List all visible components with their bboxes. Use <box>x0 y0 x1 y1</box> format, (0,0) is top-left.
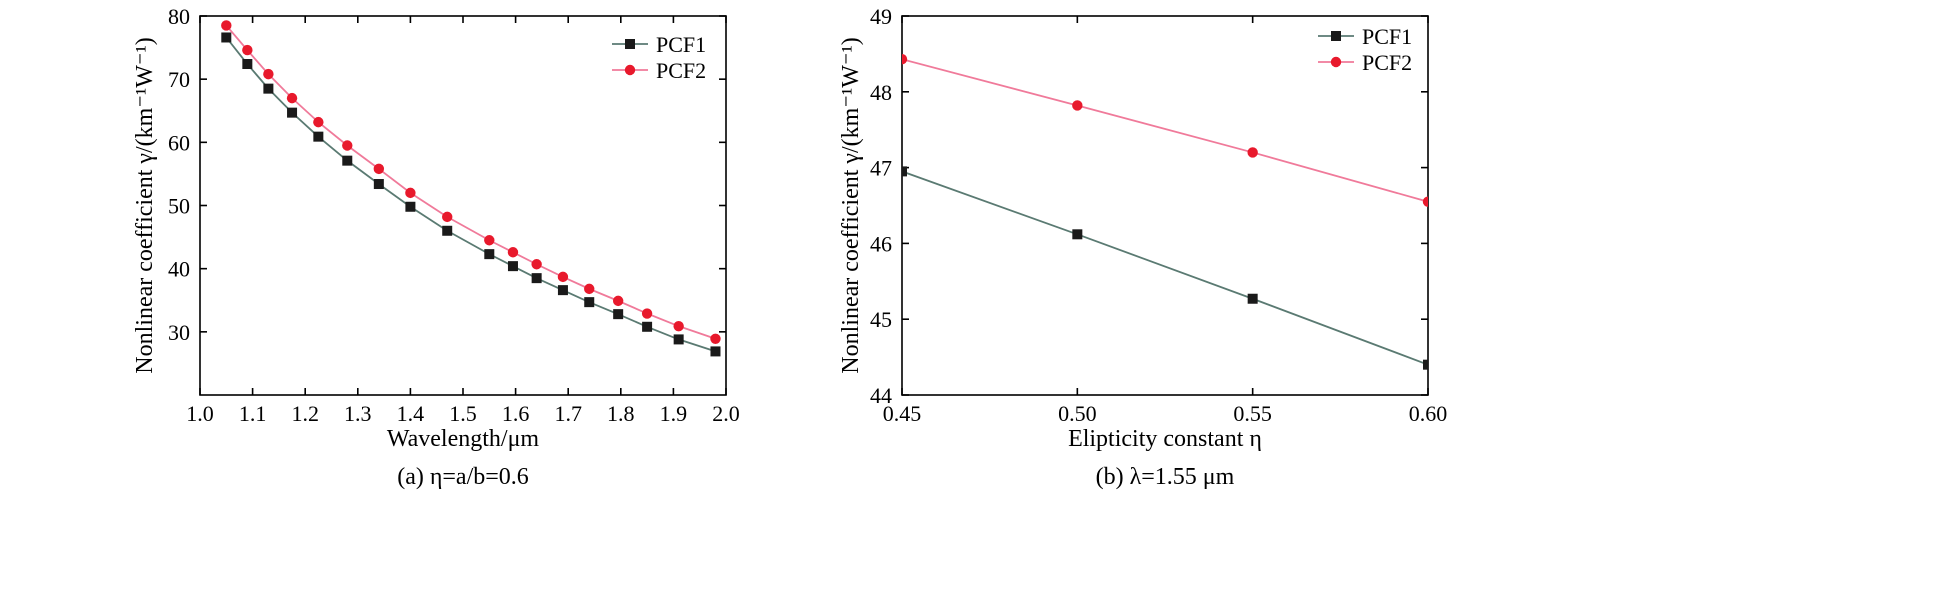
y-tick-label: 60 <box>168 130 190 155</box>
y-axis-title: Nonlinear coefficient γ/(km⁻¹W⁻¹) <box>132 37 158 373</box>
data-point-pcf2 <box>313 116 324 128</box>
data-point-pcf2 <box>584 283 595 295</box>
x-tick-label: 1.9 <box>660 401 688 426</box>
data-point-pcf2 <box>484 235 495 246</box>
x-axis-title: Elipticity constant η <box>1068 426 1262 452</box>
series-line-pcf2 <box>902 58 1428 203</box>
x-tick-label: 0.60 <box>1409 401 1448 426</box>
data-point-pcf1 <box>373 179 384 190</box>
panel-caption: (b) λ=1.55 μm <box>1096 464 1235 490</box>
data-point-pcf1 <box>710 346 721 357</box>
data-point-pcf2 <box>612 295 624 307</box>
y-tick-label: 46 <box>870 231 892 256</box>
plot-area <box>902 54 1428 370</box>
x-tick-label: 0.45 <box>883 401 922 426</box>
plot-frame <box>199 15 727 396</box>
x-tick-label: 1.3 <box>344 401 372 426</box>
data-point-pcf1 <box>531 273 542 284</box>
data-point-pcf2 <box>342 140 353 151</box>
y-tick-label: 48 <box>870 80 892 105</box>
data-point-pcf1 <box>242 59 253 70</box>
data-point-pcf1 <box>405 201 416 212</box>
legend-label: PCF1 <box>656 32 706 57</box>
data-point-pcf1 <box>221 32 232 43</box>
data-point-pcf2 <box>507 247 519 258</box>
data-point-pcf1 <box>484 249 495 260</box>
legend-marker <box>1331 31 1341 41</box>
data-point-pcf1 <box>507 261 518 272</box>
y-tick-label: 44 <box>870 383 892 408</box>
x-tick-label: 2.0 <box>712 401 740 426</box>
y-tick-label: 49 <box>870 4 892 29</box>
data-point-pcf1 <box>673 334 684 345</box>
data-point-pcf2 <box>373 163 385 175</box>
data-point-pcf2 <box>1072 100 1083 111</box>
data-point-pcf2 <box>641 308 653 319</box>
plot-frame <box>901 15 1429 396</box>
legend-marker <box>625 39 635 49</box>
data-point-pcf1 <box>313 131 324 142</box>
data-point-pcf1 <box>584 297 595 308</box>
data-point-pcf1 <box>263 83 274 94</box>
y-tick-label: 40 <box>168 257 190 282</box>
series-line-pcf2 <box>225 24 716 340</box>
data-point-pcf1 <box>1423 359 1428 370</box>
data-point-pcf1 <box>287 107 298 118</box>
data-point-pcf2 <box>710 333 721 344</box>
data-point-pcf1 <box>442 225 453 236</box>
y-tick-label: 50 <box>168 194 190 219</box>
legend-marker <box>624 64 636 76</box>
y-tick-label: 30 <box>168 320 190 345</box>
data-point-pcf2 <box>442 211 453 223</box>
panel-caption: (a) η=a/b=0.6 <box>397 464 529 490</box>
y-tick-label: 45 <box>870 307 892 332</box>
panel-a-chart: 1.0 1.1 1.2 1.3 1.4 1.5 1.6 1.7 1.8 1.9 2.0 30 40 50 6… <box>132 4 740 490</box>
plot-area <box>221 20 721 357</box>
data-point-pcf2 <box>1422 196 1428 207</box>
panel-b-chart: 0.45 0.50 0.55 0.60 44 45 46 47 48 49 Elipticity c… <box>838 4 1447 490</box>
legend-marker <box>1330 56 1342 68</box>
data-point-pcf2 <box>405 187 416 199</box>
data-point-pcf1 <box>342 155 353 166</box>
x-tick-label: 1.6 <box>502 401 530 426</box>
data-point-pcf2 <box>1247 147 1258 158</box>
x-tick-label: 1.5 <box>449 401 477 426</box>
y-axis-title: Nonlinear coefficient γ/(km⁻¹W⁻¹) <box>838 37 864 373</box>
data-point-pcf2 <box>902 54 908 65</box>
legend-label: PCF2 <box>656 58 706 83</box>
x-tick-label: 0.55 <box>1233 401 1272 426</box>
data-point-pcf1 <box>613 309 624 320</box>
data-point-pcf2 <box>242 44 253 56</box>
legend-label: PCF2 <box>1362 50 1412 75</box>
x-tick-label: 1.4 <box>397 401 425 426</box>
x-tick-label: 1.0 <box>186 401 214 426</box>
x-tick-label: 1.2 <box>291 401 319 426</box>
x-tick-label: 1.1 <box>239 401 267 426</box>
series-line-pcf1 <box>902 170 1428 366</box>
data-point-pcf2 <box>221 20 232 31</box>
x-tick-label: 0.50 <box>1058 401 1097 426</box>
data-point-pcf2 <box>557 271 569 283</box>
y-tick-label: 70 <box>168 67 190 92</box>
data-point-pcf2 <box>673 320 684 332</box>
legend-label: PCF1 <box>1362 24 1412 49</box>
y-tick-label: 47 <box>870 156 892 181</box>
data-point-pcf2 <box>531 259 542 270</box>
y-tick-label: 80 <box>168 4 190 29</box>
data-point-pcf1 <box>642 321 653 332</box>
data-point-pcf2 <box>263 68 274 80</box>
x-tick-label: 1.8 <box>607 401 635 426</box>
data-point-pcf1 <box>557 285 568 296</box>
x-tick-label: 1.7 <box>554 401 582 426</box>
x-axis-title: Wavelength/μm <box>387 426 540 452</box>
series-line-pcf1 <box>225 36 716 353</box>
data-point-pcf1 <box>1247 293 1258 304</box>
data-point-pcf2 <box>286 92 298 104</box>
data-point-pcf1 <box>902 166 907 177</box>
data-point-pcf1 <box>1072 229 1083 240</box>
